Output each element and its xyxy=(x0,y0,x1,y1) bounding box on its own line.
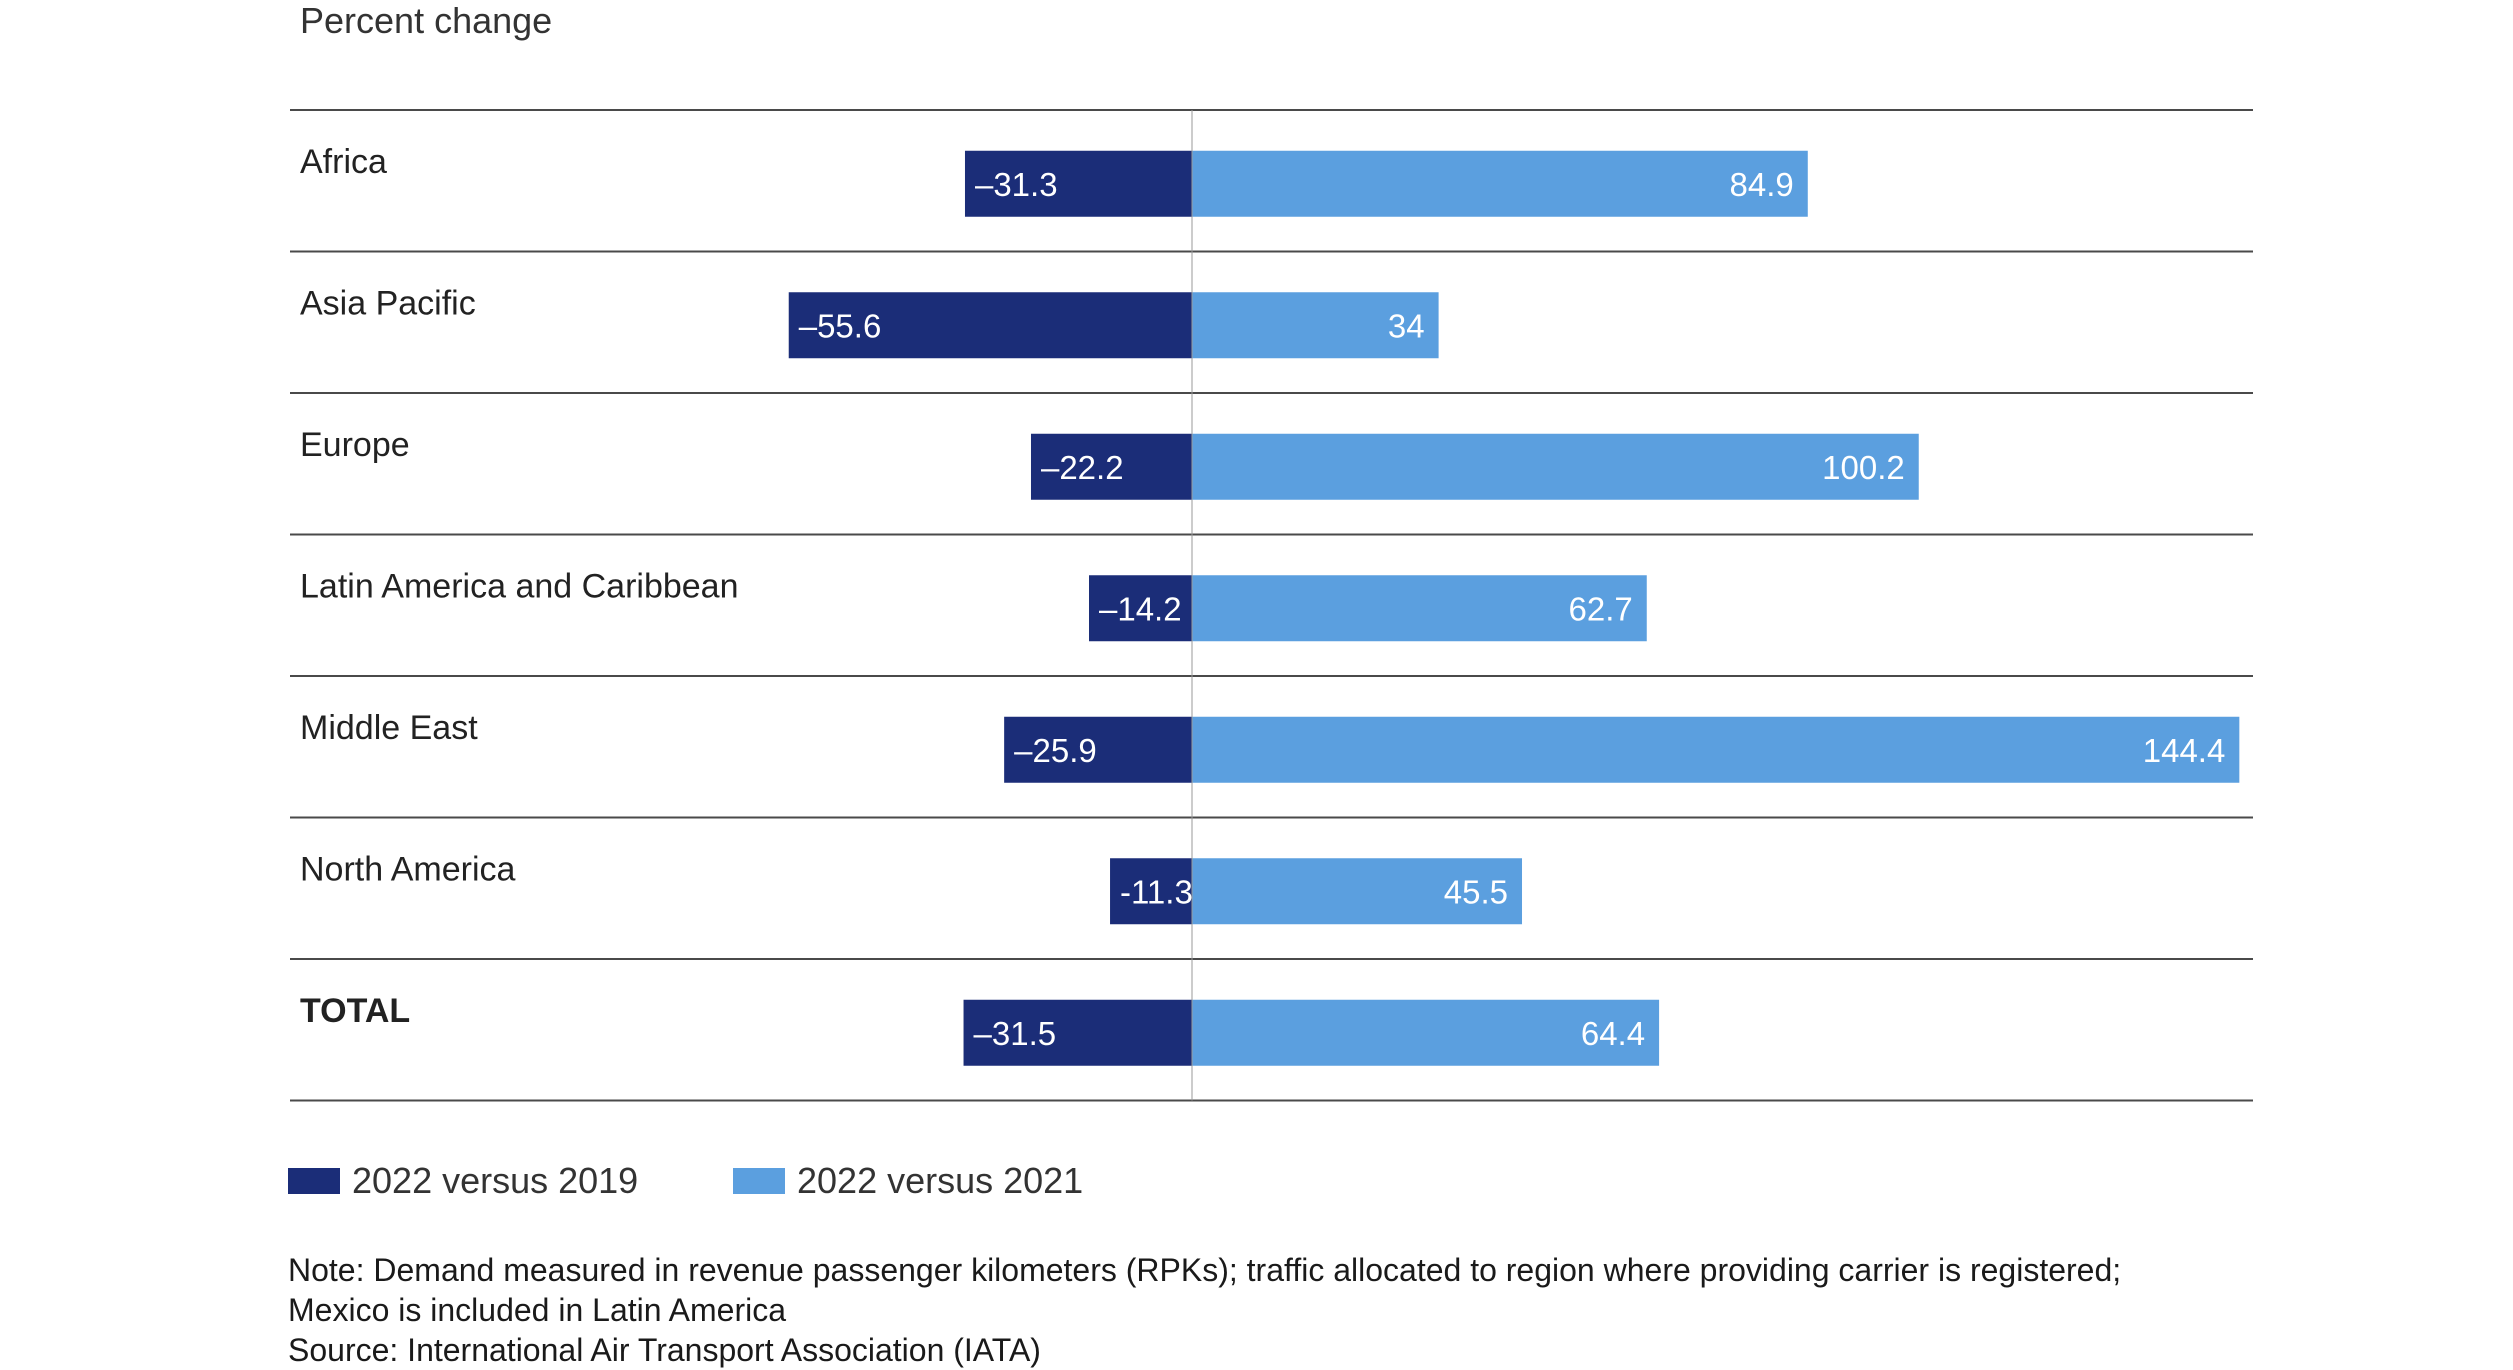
bar-2022-vs-2019 xyxy=(963,999,1192,1066)
category-label: Asia Pacific xyxy=(300,285,476,323)
data-label-2022-vs-2019: –31.3 xyxy=(975,166,1058,203)
bar-2022-vs-2021 xyxy=(1192,716,2240,783)
bar-2022-vs-2021 xyxy=(1192,433,1919,500)
y-axis-title: Percent change xyxy=(300,0,553,41)
data-label-2022-vs-2019: –25.9 xyxy=(1014,732,1097,769)
note-line-2: Mexico is included in Latin America xyxy=(288,1292,787,1328)
data-label-2022-vs-2021: 45.5 xyxy=(1444,873,1508,910)
category-label: Africa xyxy=(300,143,387,181)
data-label-2022-vs-2021: 84.9 xyxy=(1730,166,1794,203)
source-line: Source: International Air Transport Asso… xyxy=(288,1332,1041,1368)
category-label: Europe xyxy=(300,426,410,464)
category-label: North America xyxy=(300,851,515,889)
bar-2022-vs-2021 xyxy=(1192,999,1660,1066)
note-line-1: Note: Demand measured in revenue passeng… xyxy=(288,1252,2122,1288)
category-label: TOTAL xyxy=(300,992,410,1030)
bar-2022-vs-2019 xyxy=(1089,575,1192,642)
data-label-2022-vs-2021: 100.2 xyxy=(1822,449,1905,486)
bar-2022-vs-2021 xyxy=(1192,292,1439,359)
data-label-2022-vs-2019: –31.5 xyxy=(974,1015,1057,1052)
data-label-2022-vs-2019: –14.2 xyxy=(1099,590,1182,627)
chart-notes: Note: Demand measured in revenue passeng… xyxy=(288,1250,2121,1370)
bar-2022-vs-2019 xyxy=(788,292,1192,359)
data-label-2022-vs-2021: 144.4 xyxy=(2143,732,2226,769)
bar-2022-vs-2021 xyxy=(1192,575,1647,642)
legend-swatch-2021 xyxy=(733,1168,785,1194)
category-label: Latin America and Caribbean xyxy=(300,568,739,606)
data-label-2022-vs-2019: -11.3 xyxy=(1120,873,1193,910)
data-label-2022-vs-2019: –22.2 xyxy=(1041,449,1124,486)
legend-label-2019: 2022 versus 2019 xyxy=(352,1160,639,1201)
data-label-2022-vs-2019: –55.6 xyxy=(799,307,882,344)
legend-label-2021: 2022 versus 2021 xyxy=(797,1160,1084,1201)
legend-item-2019: 2022 versus 2019 xyxy=(288,1160,638,1202)
bar-2022-vs-2019 xyxy=(1030,433,1192,500)
category-label: Middle East xyxy=(300,709,478,747)
legend-item-2021: 2022 versus 2021 xyxy=(733,1160,1083,1202)
bar-2022-vs-2021 xyxy=(1192,858,1523,925)
data-label-2022-vs-2021: 62.7 xyxy=(1569,590,1633,627)
data-label-2022-vs-2021: 64.4 xyxy=(1581,1015,1645,1052)
bar-2022-vs-2019 xyxy=(1110,858,1192,925)
data-label-2022-vs-2021: 34 xyxy=(1388,307,1425,344)
legend-swatch-2019 xyxy=(288,1168,340,1194)
bar-2022-vs-2019 xyxy=(964,150,1192,217)
bar-2022-vs-2019 xyxy=(1004,716,1192,783)
bar-2022-vs-2021 xyxy=(1192,150,1808,217)
